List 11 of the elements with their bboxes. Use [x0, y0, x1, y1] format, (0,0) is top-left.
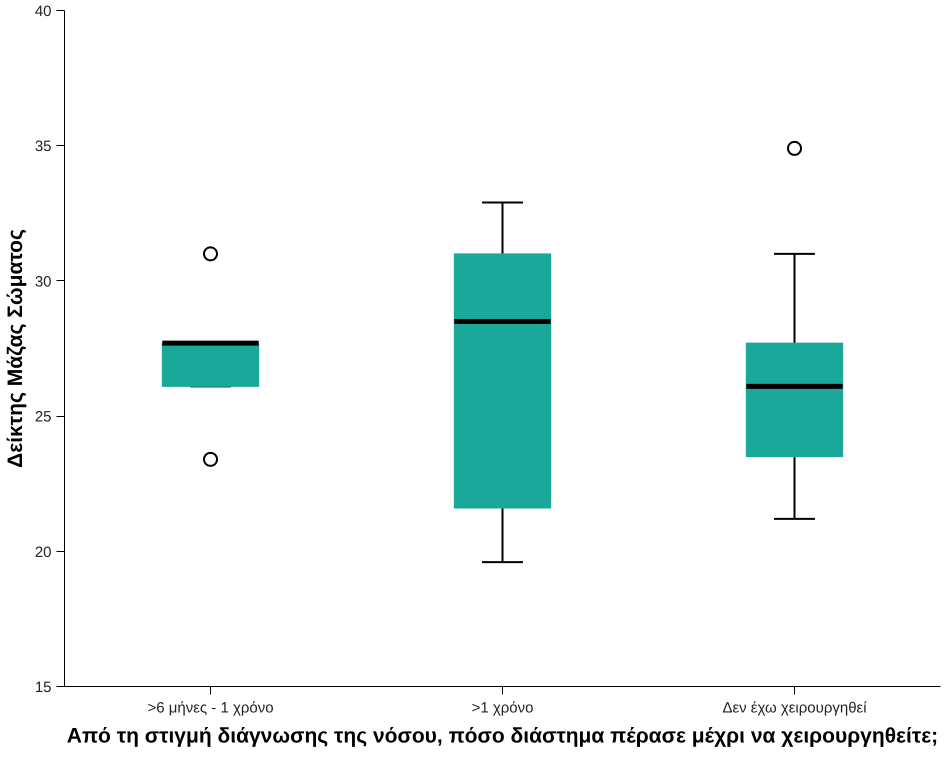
y-tick-label: 20	[34, 544, 52, 561]
y-tick-label: 25	[34, 408, 52, 426]
y-tick-label: 35	[34, 138, 52, 156]
y-tick-label: 30	[34, 273, 52, 290]
x-axis-title: Από τη στιγμή διάγνωσης της νόσου, πόσο διάστημα πέρασε μέχρι να χειρουργηθείτε;	[66, 724, 938, 748]
y-axis-title: Δείκτης Μάζας Σώματος	[4, 229, 27, 468]
x-tick-label: Δεν έχω χειρουργηθεί	[722, 700, 868, 716]
x-tick-label: >6 μήνες - 1 χρόνο	[147, 700, 274, 716]
y-tick-label: 40	[34, 3, 52, 20]
x-tick-label: >1 χρόνο	[472, 700, 534, 716]
y-tick-label: 15	[34, 679, 52, 696]
